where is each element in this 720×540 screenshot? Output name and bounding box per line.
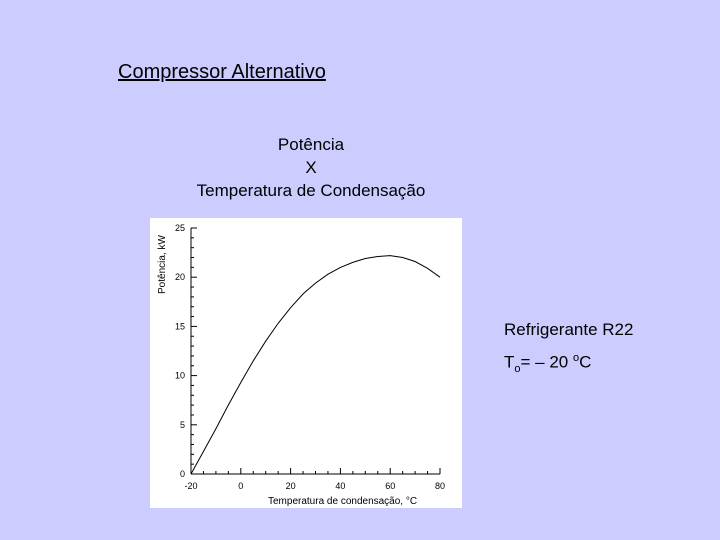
temp-unit: C [579, 352, 592, 372]
power-chart: 0 5 10 15 20 25 -20 0 20 40 60 80 Temperatura de co… [157, 223, 445, 507]
y-tick-label: 20 [175, 272, 185, 282]
y-tick-label: 10 [175, 371, 185, 381]
x-tick-label: -20 [184, 481, 197, 491]
slide-subtitle: Potência X Temperatura de Condensação [150, 133, 472, 202]
temp-degree: o [572, 352, 580, 364]
subtitle-line-3: Temperatura de Condensação [196, 181, 426, 200]
x-tick-label: 80 [435, 481, 445, 491]
y-axis-label: Potência, kW [157, 235, 168, 294]
temp-subscript: o [514, 363, 521, 376]
y-tick-label: 0 [180, 469, 185, 479]
x-tick-label: 60 [385, 481, 395, 491]
x-tick-label: 0 [238, 481, 243, 491]
chart-tick-labels: 0 5 10 15 20 25 -20 0 20 40 60 80 [175, 223, 445, 491]
subtitle-line-1: Potência [277, 135, 345, 154]
chart-panel: 0 5 10 15 20 25 -20 0 20 40 60 80 Temperatura de co… [150, 218, 462, 508]
temp-value: = – 20 [520, 352, 573, 372]
slide-title: Compressor Alternativo [118, 61, 326, 83]
evaporating-temperature-label: To= – 20 oC [504, 352, 591, 375]
y-tick-label: 15 [175, 321, 185, 331]
power-curve [190, 255, 441, 475]
subtitle-line-2: X [305, 158, 317, 177]
refrigerant-label: Refrigerante R22 [504, 320, 634, 339]
x-tick-label: 40 [335, 481, 345, 491]
y-tick-label: 5 [180, 420, 185, 430]
chart-axes [190, 228, 440, 475]
chart-ticks [190, 227, 441, 475]
y-tick-label: 25 [175, 223, 185, 233]
x-tick-label: 20 [286, 481, 296, 491]
x-axis-label: Temperatura de condensação, °C [268, 496, 417, 507]
temp-symbol: T [504, 352, 515, 372]
